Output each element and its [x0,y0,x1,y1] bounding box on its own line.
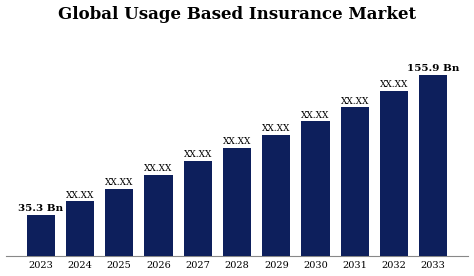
Bar [27,215,55,256]
Bar [419,75,447,256]
Title: Global Usage Based Insurance Market: Global Usage Based Insurance Market [58,6,416,23]
Text: XX.XX: XX.XX [380,80,408,89]
Bar [380,91,408,256]
Text: 35.3 Bn: 35.3 Bn [18,204,64,213]
Text: 155.9 Bn: 155.9 Bn [407,64,459,73]
Bar [66,201,94,256]
Text: XX.XX: XX.XX [66,191,94,200]
Bar [105,189,133,256]
Text: XX.XX: XX.XX [301,111,330,120]
Bar [301,121,329,256]
Bar [223,148,251,256]
Bar [262,135,291,256]
Text: XX.XX: XX.XX [105,178,133,187]
Text: XX.XX: XX.XX [341,97,369,106]
Text: XX.XX: XX.XX [262,124,291,134]
Bar [145,175,173,256]
Text: XX.XX: XX.XX [144,164,173,173]
Bar [183,161,212,256]
Text: XX.XX: XX.XX [223,137,251,146]
Text: XX.XX: XX.XX [183,150,212,159]
Bar [341,107,369,256]
